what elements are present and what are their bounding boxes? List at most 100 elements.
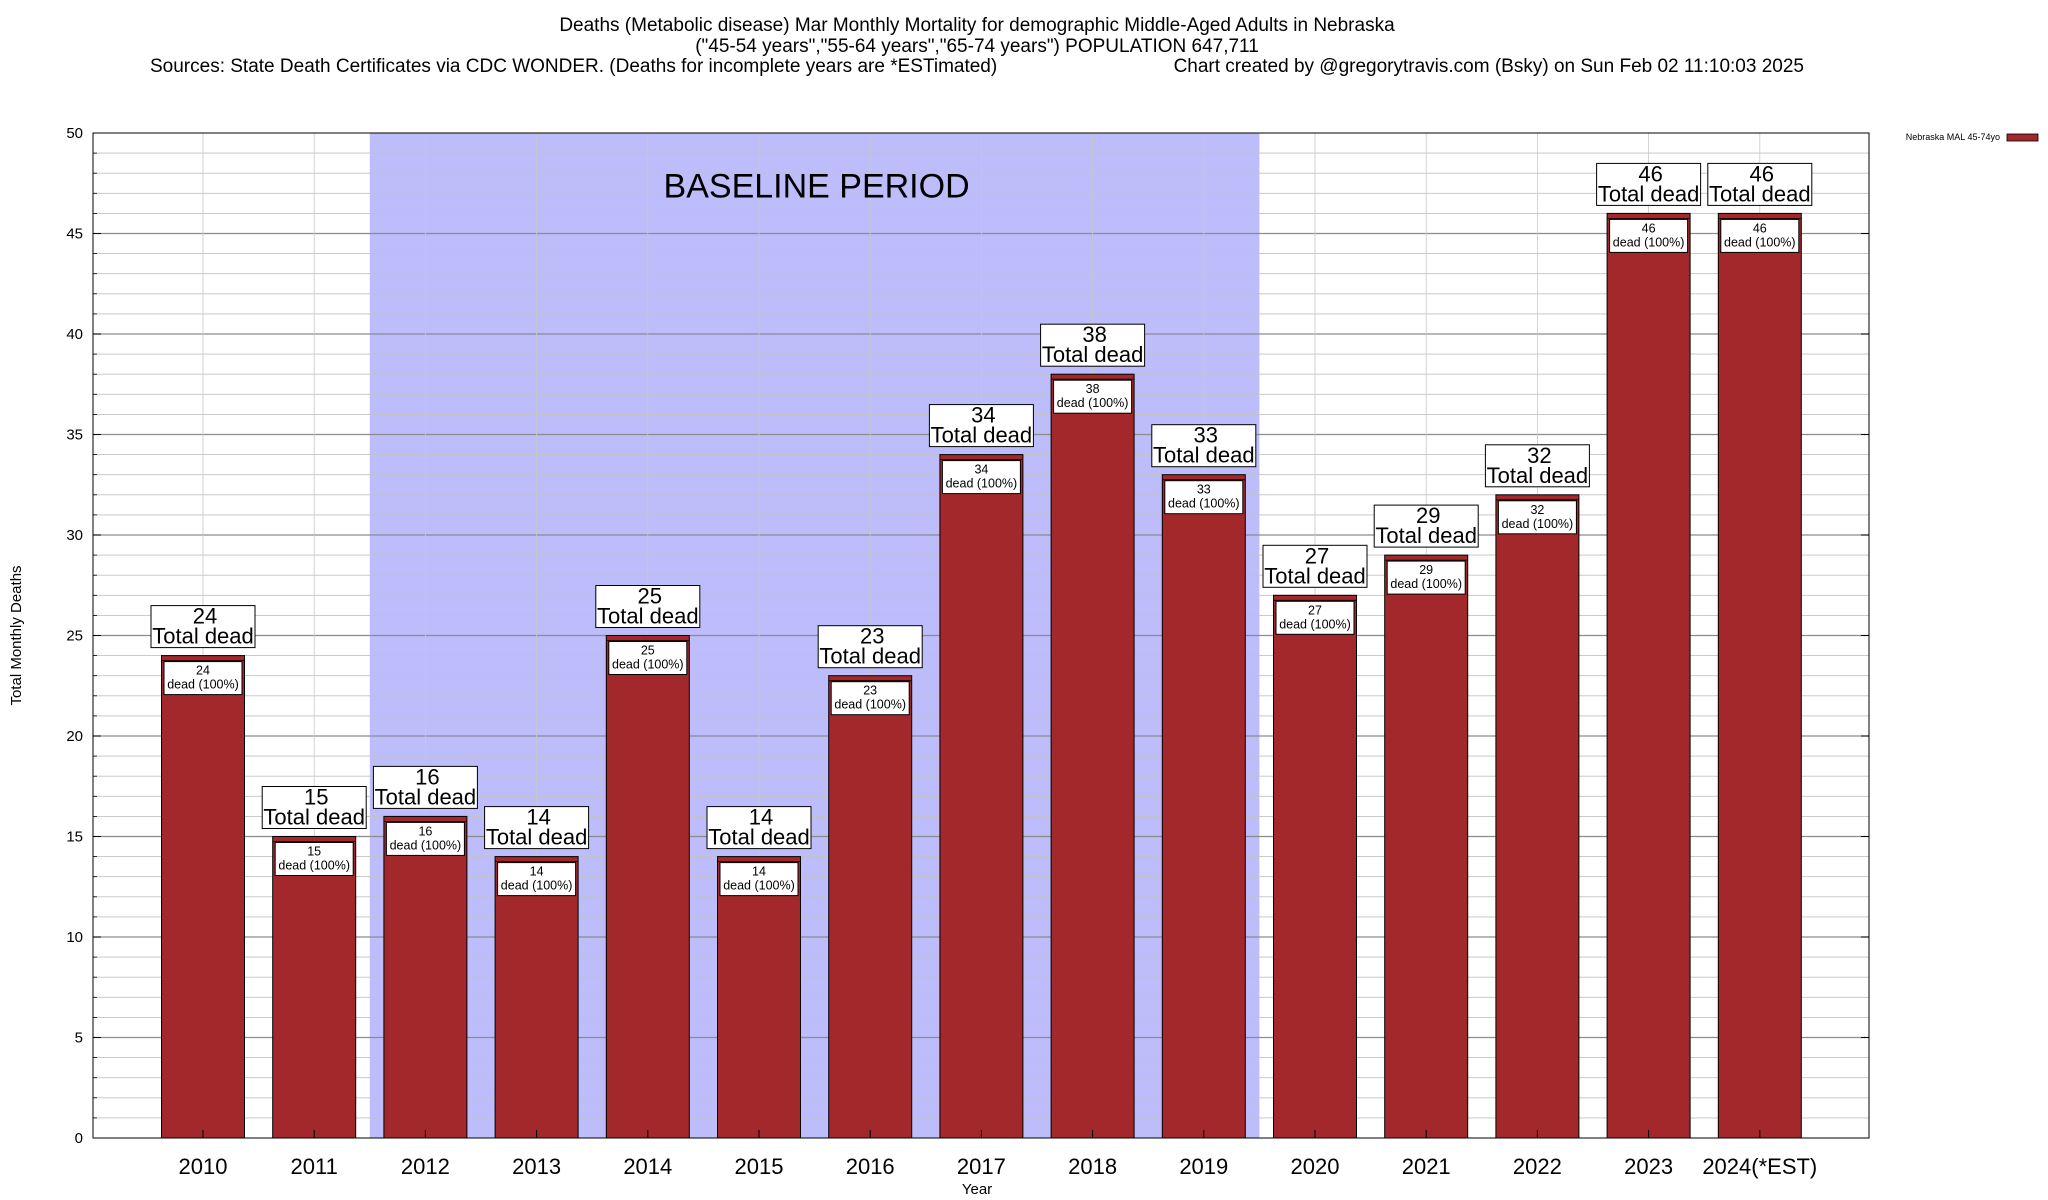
bar-inner-label-box bbox=[941, 460, 1021, 495]
bar-inner-value: 14 bbox=[752, 865, 766, 879]
chart-title: Deaths (Metabolic disease) Mar Monthly M… bbox=[150, 15, 1804, 77]
bar-total-value: 25 bbox=[638, 584, 662, 609]
bar-inner-label: dead (100%) bbox=[1057, 396, 1129, 410]
bar bbox=[828, 675, 913, 1139]
y-tick-label: 40 bbox=[66, 326, 83, 343]
bar bbox=[161, 655, 245, 1139]
bar-inner-value: 25 bbox=[641, 644, 655, 658]
bar bbox=[1161, 474, 1246, 1139]
bar-total-label-box bbox=[595, 585, 701, 628]
bar-inner-value: 23 bbox=[863, 684, 877, 698]
bar-inner-value: 34 bbox=[974, 463, 988, 477]
x-tick-label: 2019 bbox=[1179, 1154, 1228, 1179]
bar bbox=[494, 856, 579, 1139]
bar-inner-label-box bbox=[719, 862, 799, 897]
bar-total-label-box bbox=[928, 404, 1034, 448]
bar-total-label-box bbox=[372, 765, 478, 809]
bar bbox=[605, 635, 690, 1139]
bar-total-value: 38 bbox=[1082, 322, 1106, 347]
y-axis-ticks: 0 5 10 15 20 25 30 35 40 45 50 bbox=[66, 125, 1869, 1147]
bar-inner-label-box bbox=[1275, 600, 1355, 635]
bar bbox=[1050, 373, 1135, 1139]
legend: Nebraska MAL 45-74yo bbox=[1906, 132, 2039, 142]
bar-total-label-box bbox=[706, 806, 812, 850]
bar-inner-label: dead (100%) bbox=[1390, 577, 1462, 591]
bar-inner-label: dead (100%) bbox=[167, 678, 239, 692]
baseline-period-label: BASELINE PERIOD bbox=[664, 167, 970, 205]
y-tick-label: 20 bbox=[66, 728, 83, 745]
x-tick-label: 2015 bbox=[735, 1154, 784, 1179]
bar-total-label: Total dead bbox=[1375, 523, 1477, 548]
bar-total-label: Total dead bbox=[1264, 563, 1366, 588]
bar-total-value: 46 bbox=[1750, 161, 1774, 186]
bar-inner-label: dead (100%) bbox=[946, 477, 1018, 491]
chart-title-line-2: ("45-54 years","55-64 years","65-74 year… bbox=[695, 36, 1259, 57]
bar-inner-label: dead (100%) bbox=[278, 859, 350, 873]
bar-inner-value: 46 bbox=[1753, 221, 1767, 235]
bar-total-label: Total dead bbox=[152, 624, 254, 649]
bar-total-label: Total dead bbox=[708, 825, 810, 850]
x-tick-label: 2018 bbox=[1068, 1154, 1117, 1179]
x-tick-label: 2011 bbox=[291, 1154, 338, 1179]
bar-inner-value: 27 bbox=[1308, 603, 1322, 617]
y-tick-label: 10 bbox=[66, 929, 83, 946]
y-tick-label: 25 bbox=[66, 628, 83, 645]
bar-inner-value: 38 bbox=[1086, 382, 1100, 396]
bar bbox=[1384, 554, 1469, 1139]
x-tick-label: 2020 bbox=[1291, 1154, 1340, 1179]
bar-inner-label: dead (100%) bbox=[1724, 235, 1796, 249]
bar-total-value: 15 bbox=[304, 785, 328, 810]
legend-label: Nebraska MAL 45-74yo bbox=[1906, 132, 2000, 142]
bar-total-label-box bbox=[1373, 504, 1479, 548]
x-tick-label: 2017 bbox=[957, 1154, 1006, 1179]
y-tick-label: 45 bbox=[66, 226, 83, 243]
bar bbox=[383, 815, 468, 1139]
bar-inner-label: dead (100%) bbox=[1613, 235, 1685, 249]
x-tick-label: 2016 bbox=[846, 1154, 895, 1179]
bar-total-value: 29 bbox=[1416, 503, 1440, 528]
bar-total-label: Total dead bbox=[1153, 443, 1255, 468]
bar bbox=[272, 836, 357, 1139]
bar-inner-label-box bbox=[1609, 218, 1689, 253]
bar-inner-label-box bbox=[1164, 480, 1244, 515]
bar-total-label-box bbox=[1040, 323, 1146, 367]
bar-inner-label-box bbox=[163, 661, 243, 696]
y-tick-label: 15 bbox=[66, 829, 83, 846]
bar-inner-label: dead (100%) bbox=[1279, 617, 1351, 631]
bar-total-value: 34 bbox=[971, 403, 995, 428]
legend-swatch bbox=[2006, 133, 2039, 142]
bar-total-label-box bbox=[817, 625, 923, 669]
bar-total-label-box bbox=[150, 605, 256, 649]
bar-inner-label: dead (100%) bbox=[834, 698, 906, 712]
bar bbox=[717, 856, 801, 1139]
bar-inner-label: dead (100%) bbox=[1168, 497, 1240, 511]
bar-total-label: Total dead bbox=[1487, 463, 1589, 488]
bar-inner-value: 24 bbox=[196, 664, 210, 678]
chart-source-line: Sources: State Death Certificates via CD… bbox=[150, 56, 997, 77]
bar-inner-label: dead (100%) bbox=[501, 879, 573, 893]
bar-total-label: Total dead bbox=[263, 805, 365, 830]
x-tick-label: 2023 bbox=[1624, 1154, 1673, 1179]
bar-total-label: Total dead bbox=[375, 784, 477, 809]
y-tick-label: 35 bbox=[66, 427, 83, 444]
bar-inner-value: 16 bbox=[418, 824, 432, 838]
bar-inner-label-box bbox=[497, 862, 577, 897]
bar-inner-value: 33 bbox=[1197, 483, 1211, 497]
bar-total-value: 24 bbox=[193, 604, 217, 629]
bar-total-label: Total dead bbox=[1709, 181, 1811, 206]
bar bbox=[1606, 212, 1691, 1139]
x-axis-ticks: 2010 2011 2012 2013 2014 2015 2016 2017 2018 2019… bbox=[179, 1130, 1817, 1179]
bar-inner-label-box bbox=[830, 681, 910, 716]
bar-total-label: Total dead bbox=[597, 604, 699, 629]
